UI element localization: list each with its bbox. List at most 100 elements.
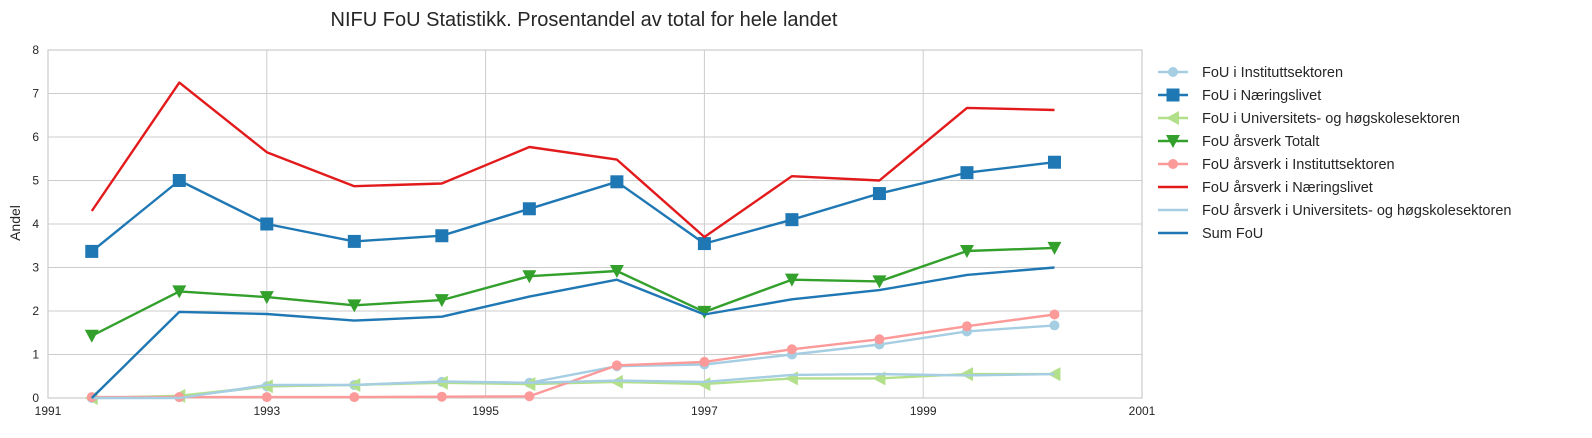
data-point <box>259 379 273 394</box>
series-line <box>91 324 1055 400</box>
data-point <box>522 270 537 284</box>
y-tick-label: 1 <box>32 348 39 362</box>
data-point <box>1166 111 1179 125</box>
data-point <box>784 371 798 386</box>
series-layer <box>84 81 1062 405</box>
legend-label: FoU i Universitets- og høgskolesektoren <box>1202 111 1460 127</box>
data-point <box>1166 88 1180 102</box>
legend-item: FoU årsverk Totalt <box>1158 134 1319 150</box>
data-point <box>349 392 360 403</box>
legend: FoU i Instituttsektoren FoU i Næringslive… <box>1158 65 1511 242</box>
data-point <box>1168 67 1178 77</box>
y-tick-label: 7 <box>32 87 39 101</box>
legend-item: FoU årsverk i Næringslivet <box>1158 180 1373 196</box>
data-point <box>1168 159 1178 169</box>
data-point <box>697 305 712 319</box>
chart-title: NIFU FoU Statistikk. Prosentandel av tot… <box>331 9 838 31</box>
series-4 <box>84 241 1062 343</box>
data-point <box>784 273 799 287</box>
legend-label: FoU årsverk i Næringslivet <box>1202 180 1373 196</box>
data-point <box>960 166 974 180</box>
y-tick-label: 3 <box>32 261 39 275</box>
data-point <box>1166 135 1180 148</box>
data-point <box>609 264 624 278</box>
series-line <box>91 372 1055 400</box>
legend-item: FoU årsverk i Universitets- og høgskoles… <box>1158 203 1511 219</box>
legend-item: FoU i Universitets- og høgskolesektoren <box>1158 111 1460 127</box>
data-point <box>786 344 797 355</box>
data-point <box>84 329 99 343</box>
series-line <box>91 161 1055 253</box>
series-8 <box>90 266 1055 399</box>
data-point <box>785 213 799 227</box>
data-point <box>347 234 361 248</box>
y-tick-label: 6 <box>32 130 39 144</box>
series-5 <box>86 309 1060 403</box>
data-point <box>961 321 972 332</box>
y-tick-label: 0 <box>32 391 39 405</box>
data-point <box>434 294 449 308</box>
x-tick-label: 1993 <box>253 404 280 418</box>
data-point <box>1049 309 1060 320</box>
data-point <box>611 360 622 371</box>
y-tick-label: 8 <box>32 43 39 57</box>
y-axis-label: Andel <box>7 205 23 241</box>
data-point <box>172 285 187 299</box>
data-point <box>959 367 973 382</box>
series-line <box>91 313 1055 399</box>
legend-item: Sum FoU <box>1158 226 1263 242</box>
legend-label: FoU årsverk Totalt <box>1202 134 1319 150</box>
y-tick-label: 4 <box>32 217 39 231</box>
data-point <box>172 174 186 187</box>
x-tick-label: 1991 <box>35 404 62 418</box>
x-tick-label: 1997 <box>691 404 718 418</box>
data-point <box>959 244 974 258</box>
data-point <box>435 229 449 243</box>
series-line <box>90 81 1055 239</box>
legend-item: FoU årsverk i Instituttsektoren <box>1158 157 1395 173</box>
series-line <box>91 372 1055 400</box>
legend-label: FoU årsverk i Instituttsektoren <box>1202 157 1395 173</box>
data-point <box>697 237 711 251</box>
series-line <box>90 266 1055 399</box>
series-2 <box>85 155 1061 258</box>
series-6 <box>90 81 1055 239</box>
data-point <box>872 187 886 201</box>
data-point <box>1047 155 1061 169</box>
y-tick-label: 2 <box>32 304 39 318</box>
series-7 <box>91 372 1055 400</box>
data-point <box>522 202 536 216</box>
data-point <box>436 391 447 402</box>
axes: 0 1 2 3 4 5 6 7 8 1991 1993 1995 1997 1999 2001 <box>32 43 1155 418</box>
data-point <box>524 391 535 402</box>
grid-lines <box>47 49 1143 399</box>
data-point <box>261 392 272 403</box>
data-point <box>434 375 448 390</box>
data-point <box>1049 320 1060 331</box>
x-tick-label: 2001 <box>1129 404 1156 418</box>
data-point <box>874 334 885 345</box>
legend-item: FoU i Næringslivet <box>1158 88 1321 104</box>
data-point <box>85 244 99 258</box>
data-point <box>260 217 274 231</box>
data-point <box>609 374 623 389</box>
data-point <box>610 175 624 189</box>
legend-label: FoU i Instituttsektoren <box>1202 65 1343 81</box>
data-point <box>872 275 887 289</box>
plot-frame <box>47 49 1143 399</box>
legend-label: FoU årsverk i Universitets- og høgskoles… <box>1202 203 1511 219</box>
series-3 <box>84 367 1061 405</box>
legend-item: FoU i Instituttsektoren <box>1158 65 1343 81</box>
data-point <box>347 299 362 313</box>
legend-label: FoU i Næringslivet <box>1202 88 1321 104</box>
series-line <box>91 246 1055 337</box>
x-tick-label: 1999 <box>910 404 937 418</box>
data-point <box>699 356 710 367</box>
data-point <box>1047 241 1062 255</box>
data-point <box>259 291 274 305</box>
x-tick-label: 1995 <box>472 404 499 418</box>
y-tick-label: 5 <box>32 174 39 188</box>
data-point <box>522 377 536 392</box>
legend-label: Sum FoU <box>1202 226 1263 242</box>
